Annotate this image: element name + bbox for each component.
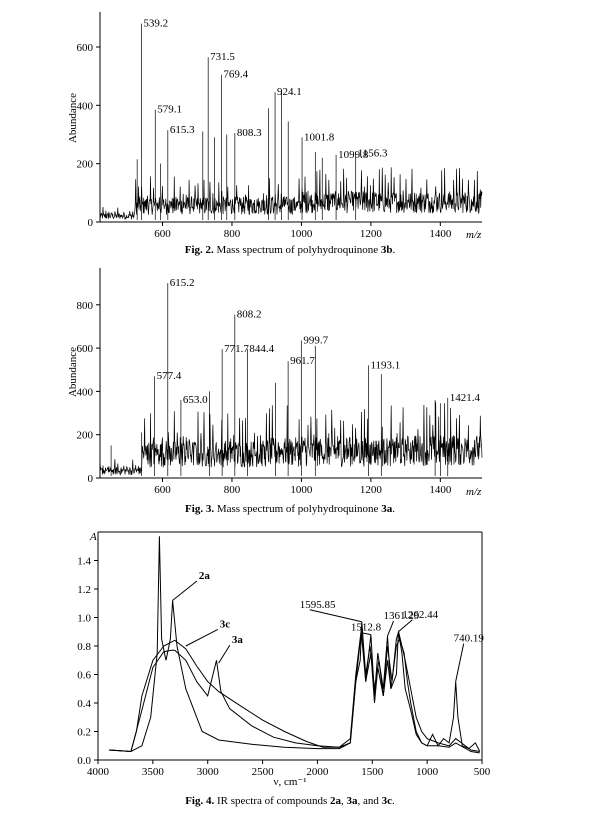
fig4-ytick-label: 0.8 [77,641,91,653]
fig4-xtick-label: 1500 [361,766,384,778]
fig2-ylabel: Abundance [67,93,79,143]
fig2-xtick-label: 1200 [360,228,383,240]
fig3-peak-label: 961.7 [290,355,315,367]
fig3-peak-label: 999.7 [303,335,328,347]
fig4-ytick-label: 1.2 [77,584,91,596]
fig2-ytick-label: 600 [77,42,94,54]
fig4-peak-annotation: 1361.29 [384,610,420,622]
fig4-leader-2a [172,580,198,601]
fig4-xtick-label: 2000 [306,766,329,778]
fig3-peak-label: 1421.4 [450,392,481,404]
fig4-leader-3a [218,644,231,664]
fig2-peak-label: 1156.3 [358,147,388,159]
fig2-peak-label: 579.1 [157,104,182,116]
fig2-xtick-label: 600 [154,228,171,240]
fig4-peak-annotation: 1512.8 [351,622,382,634]
fig3-mass-spectrum: Abundance m/z 600 800 1000 1200 1400 0 200 400 6… [67,268,483,515]
fig4-peak-annotation: 1262.44 [402,609,438,621]
fig4-series-2a [108,536,481,753]
fig3-peak-label: 653.0 [183,394,208,406]
fig4-series-3c [108,624,480,753]
fig3-xtick-label: 1200 [360,484,383,496]
fig4-series-3a [108,631,480,754]
fig4-xtick-label: 3500 [142,766,165,778]
fig2-peak-label: 769.4 [223,69,248,81]
fig4-peak-annotation: 1595.85 [300,599,336,611]
fig3-xtick-label: 1000 [290,484,313,496]
fig3-peak-label: 771.7 [224,343,249,355]
fig2-xlabel: m/z [466,229,482,241]
fig4-xtick-label: 3000 [197,766,220,778]
fig4-xtick-label: 500 [474,766,491,778]
fig4-ytick-label: 0.4 [77,698,91,710]
fig4-peak-annotation: 740.19 [454,633,485,645]
fig4-ylabel: A [89,531,97,543]
fig3-ylabel: Abundance [67,347,79,397]
fig2-caption: Fig. 2. Mass spectrum of polyhydroquinon… [185,244,396,256]
fig2-baseline-trace [99,167,483,220]
fig4-annotation-leader [398,619,413,633]
fig4-series-label-3a: 3a [232,634,244,646]
fig3-caption: Fig. 3. Mass spectrum of polyhydroquinon… [185,503,395,515]
fig2-peak-label: 615.3 [170,124,195,136]
fig3-xtick-label: 600 [154,484,171,496]
fig3-baseline-trace [99,402,483,476]
fig4-annotation-leader [387,620,395,637]
fig2-ytick-label: 200 [77,159,94,171]
fig2-peak-label: 1001.8 [304,131,335,143]
fig4-ytick-label: 1.0 [77,613,91,625]
fig3-ytick-label: 600 [77,343,94,355]
fig3-xlabel: m/z [466,486,482,498]
fig3-ytick-label: 400 [77,386,94,398]
fig4-ir-spectra: A ν, cm⁻¹ 4000 3500 3000 2500 2000 1500 1000 50… [77,531,491,807]
fig4-ytick-label: 0.6 [77,670,91,682]
fig4-ytick-label: 1.4 [77,556,91,568]
fig4-xlabel: ν, cm⁻¹ [273,776,306,788]
fig2-ytick-label: 400 [77,100,94,112]
fig4-xtick-label: 1000 [416,766,439,778]
fig4-annotation-leader [455,643,465,682]
fig4-series-label-2a: 2a [199,570,211,582]
fig2-xtick-label: 800 [224,228,241,240]
fig2-peak-label: 924.1 [277,86,302,98]
fig4-ytick-label: 0.0 [77,755,91,767]
fig3-ytick-label: 800 [77,300,94,312]
fig2-peak-label: 808.3 [237,127,262,139]
fig2-peak-label: 731.5 [210,51,235,63]
fig2-xtick-label: 1400 [429,228,452,240]
fig3-peak-label: 1193.1 [370,359,400,371]
fig4-ytick-label: 0.2 [77,727,91,739]
fig3-peak-label: 844.4 [249,343,274,355]
fig3-peak-label: 615.2 [170,277,195,289]
fig3-peak-label: 577.4 [157,370,182,382]
fig4-caption: Fig. 4. IR spectra of compounds 2a, 3a, … [185,795,395,807]
fig2-ytick-label: 0 [88,217,94,229]
fig3-peak-label: 808.2 [237,309,262,321]
fig4-xtick-label: 2500 [252,766,275,778]
fig2-peak-label: 1099.8 [338,149,369,161]
fig2-xtick-label: 1000 [290,228,313,240]
fig3-xtick-label: 1400 [429,484,452,496]
fig4-annotation-leader [309,609,362,623]
fig2-mass-spectrum: Abundance m/z 600 800 1000 1200 1400 0 200 400 6… [67,12,483,256]
fig3-ytick-label: 0 [88,473,94,485]
fig4-leader-3c [185,629,219,647]
fig4-xtick-label: 4000 [87,766,110,778]
fig3-xtick-label: 800 [224,484,241,496]
fig3-ytick-label: 200 [77,430,94,442]
fig2-peak-label: 539.2 [143,18,168,30]
fig4-annotation-leader [360,632,371,636]
fig4-series-label-3c: 3c [220,618,231,630]
